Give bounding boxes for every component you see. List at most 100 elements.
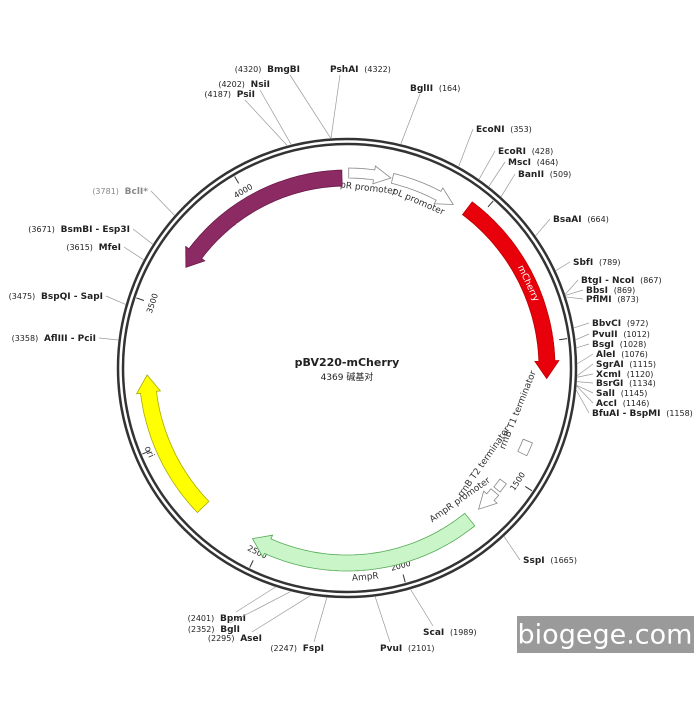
feature-arrow (390, 173, 454, 205)
site-label: ScaI (1989) (423, 628, 477, 638)
site-label: AccI (1146) (596, 399, 649, 409)
site-label: (4187) PsiI (204, 90, 255, 100)
site-name: SgrAI (596, 360, 624, 370)
site-position: (4187) (204, 90, 231, 99)
site-name: BsrGI (596, 379, 623, 389)
site-position: (4322) (364, 65, 391, 74)
site-leader (576, 381, 594, 384)
site-label: PflMI (873) (586, 295, 639, 305)
site-position: (873) (617, 295, 639, 304)
site-position: (1146) (623, 399, 650, 408)
site-label: PshAI (4322) (330, 65, 391, 75)
site-label: SalI (1145) (596, 389, 647, 399)
site-name: AseI (240, 634, 262, 644)
site-leader (330, 74, 341, 139)
site-leader (575, 333, 590, 341)
scale-tick (234, 176, 240, 184)
site-label: (2401) BpmI (188, 614, 246, 624)
site-name: ScaI (423, 628, 444, 638)
site-name: AccI (596, 399, 617, 409)
site-label: PvuII (1012) (592, 330, 650, 340)
site-name: XcmI (596, 370, 621, 380)
site-leader (488, 161, 506, 187)
site-position: (1012) (623, 330, 650, 339)
site-leader (573, 322, 590, 329)
site-position: (2401) (188, 614, 215, 623)
site-name: BfuAI - BspMI (592, 409, 660, 419)
watermark-box (517, 616, 694, 653)
site-position: (789) (599, 258, 621, 267)
length-unit: 碱基对 (346, 371, 373, 383)
site-label: BsaAI (664) (553, 215, 609, 225)
scale-tick (487, 200, 494, 208)
site-leader (259, 89, 292, 146)
site-position: (4202) (218, 80, 245, 89)
site-leader (458, 128, 474, 167)
site-leader (132, 228, 154, 245)
site-leader (576, 384, 594, 394)
site-label: (4202) NsiI (218, 80, 270, 90)
site-position: (2101) (408, 644, 435, 653)
site-name: BanII (518, 170, 544, 180)
site-name: MfeI (99, 243, 121, 253)
site-leader (251, 594, 312, 633)
site-name: BclI* (125, 187, 149, 197)
site-leader (235, 586, 277, 613)
scale-tick (524, 486, 533, 492)
site-leader (244, 99, 288, 147)
feature-label: ori (142, 445, 156, 460)
site-name: BpmI (220, 614, 246, 624)
site-leader (503, 536, 521, 561)
site-position: (1145) (621, 389, 648, 398)
site-label: EcoRI (428) (498, 147, 553, 157)
site-label: (3475) BspQI - SapI (9, 292, 103, 302)
site-position: (1134) (629, 379, 656, 388)
site-leader (576, 385, 594, 404)
site-position: (164) (439, 84, 461, 93)
backbone-outer (116, 137, 578, 599)
plasmid-length: 4369 碱基对 (321, 371, 374, 383)
length: 4369 (321, 373, 344, 383)
site-leader (313, 597, 328, 643)
site-position: (664) (587, 215, 609, 224)
scale-tick-label: 1500 (508, 470, 527, 492)
site-name: SalI (596, 389, 615, 399)
site-position: (3671) (28, 225, 55, 234)
site-position: (2295) (208, 634, 235, 643)
scale-tick (136, 297, 145, 301)
site-leader (123, 246, 145, 261)
site-label: (2295) AseI (208, 634, 262, 644)
site-name: BsmBI - Esp3I (61, 225, 130, 235)
site-label: SgrAI (1115) (596, 360, 656, 370)
site-name: BtgI - NcoI (581, 276, 634, 286)
site-position: (1989) (450, 628, 477, 637)
site-leader (576, 363, 594, 377)
site-label: BsgI (1028) (592, 340, 646, 350)
site-name: SbfI (573, 258, 593, 268)
site-position: (353) (510, 125, 532, 134)
site-leader (565, 289, 584, 296)
site-label: BtgI - NcoI (867) (581, 276, 662, 286)
feature-arrow (461, 201, 560, 380)
site-name: BbsI (586, 286, 608, 296)
site-label: (3358) AflIII - PciI (12, 334, 96, 344)
feature-arrow (517, 438, 533, 457)
site-position: (3615) (66, 243, 93, 252)
site-label: SbfI (789) (573, 258, 620, 268)
feature-label: AmpR (352, 572, 380, 584)
site-name: PshAI (330, 65, 359, 75)
site-leader (374, 596, 391, 643)
site-label: BglII (164) (410, 84, 460, 94)
site-position: (3358) (12, 334, 39, 343)
site-name: MscI (508, 158, 531, 168)
site-position: (3781) (92, 187, 119, 196)
scale-tick (402, 574, 406, 583)
site-name: AflIII - PciI (44, 334, 96, 344)
site-name: PvuII (592, 330, 618, 340)
site-position: (1120) (627, 370, 654, 379)
site-label: EcoNI (353) (476, 125, 532, 135)
site-position: (1115) (629, 360, 656, 369)
watermark: biogege.com (518, 620, 693, 651)
site-position: (3475) (9, 292, 36, 301)
